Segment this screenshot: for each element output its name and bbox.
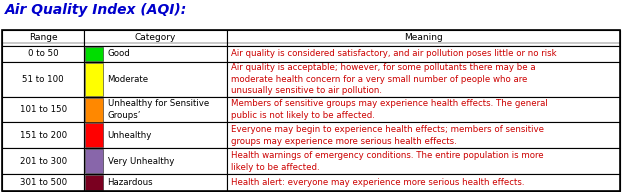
Bar	[227, 122, 620, 148]
Text: 151 to 200: 151 to 200	[20, 131, 67, 140]
Text: Health warnings of emergency conditions. The entire population is more
likely to: Health warnings of emergency conditions.…	[231, 151, 544, 172]
Text: Meaning: Meaning	[404, 33, 443, 42]
Text: 101 to 150: 101 to 150	[20, 105, 67, 114]
Text: Members of sensitive groups may experience health effects. The general
public is: Members of sensitive groups may experien…	[231, 99, 548, 120]
Bar	[84, 122, 227, 148]
Bar	[85, 123, 103, 147]
Text: Category: Category	[135, 33, 177, 42]
Text: Air quality is acceptable; however, for some pollutants there may be a
moderate : Air quality is acceptable; however, for …	[231, 64, 536, 95]
Bar	[227, 30, 620, 46]
Bar	[2, 97, 84, 122]
Bar	[227, 174, 620, 191]
Bar	[2, 30, 620, 191]
Bar	[85, 63, 103, 96]
Bar	[227, 97, 620, 122]
Bar	[2, 148, 84, 174]
Bar	[2, 30, 84, 46]
Bar	[227, 46, 620, 62]
Text: Moderate: Moderate	[108, 75, 149, 84]
Text: Good: Good	[108, 49, 130, 58]
Bar	[84, 46, 227, 62]
Text: Health alert: everyone may experience more serious health effects.: Health alert: everyone may experience mo…	[231, 178, 524, 187]
Bar	[85, 98, 103, 122]
Bar	[2, 46, 84, 62]
Text: Everyone may begin to experience health effects; members of sensitive
groups may: Everyone may begin to experience health …	[231, 125, 544, 146]
Bar	[85, 46, 103, 61]
Bar	[2, 62, 84, 97]
Text: Air Quality Index (AQI):: Air Quality Index (AQI):	[5, 3, 187, 17]
Bar	[227, 148, 620, 174]
Text: Unhealthy for Sensitive
Groups’: Unhealthy for Sensitive Groups’	[108, 99, 209, 120]
Bar	[84, 97, 227, 122]
Text: Air quality is considered satisfactory, and air pollution poses little or no ris: Air quality is considered satisfactory, …	[231, 49, 557, 58]
Bar	[227, 62, 620, 97]
Bar	[85, 149, 103, 173]
Bar	[84, 148, 227, 174]
Bar	[2, 174, 84, 191]
Bar	[84, 30, 227, 46]
Text: 301 to 500: 301 to 500	[20, 178, 67, 187]
Bar	[85, 175, 103, 190]
Text: Very Unhealthy: Very Unhealthy	[108, 157, 174, 166]
Text: Unhealthy: Unhealthy	[108, 131, 152, 140]
Text: Hazardous: Hazardous	[108, 178, 153, 187]
Text: 51 to 100: 51 to 100	[22, 75, 64, 84]
Text: 0 to 50: 0 to 50	[28, 49, 58, 58]
Text: 201 to 300: 201 to 300	[20, 157, 67, 166]
Bar	[84, 62, 227, 97]
Bar	[2, 122, 84, 148]
Text: Range: Range	[29, 33, 58, 42]
Bar	[84, 174, 227, 191]
